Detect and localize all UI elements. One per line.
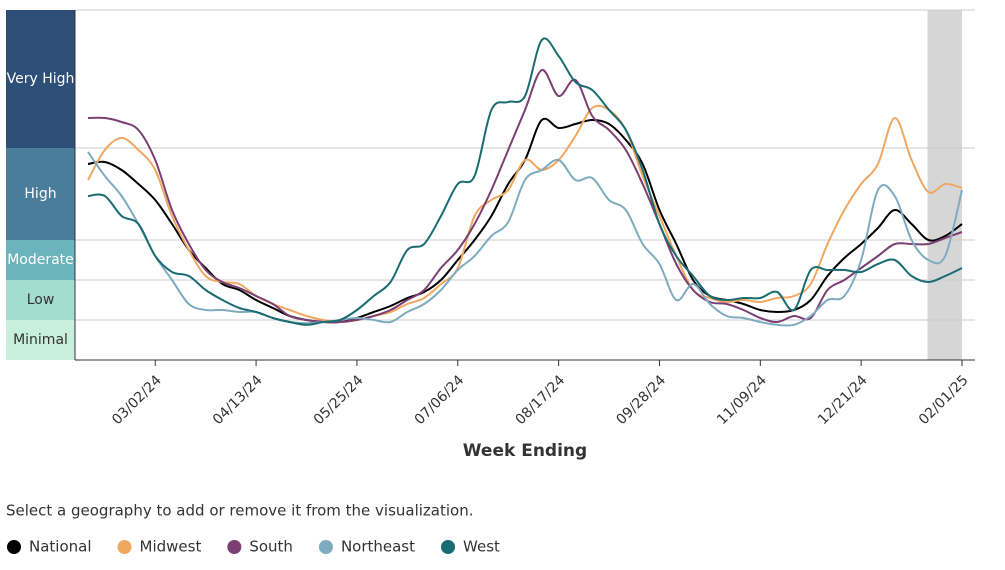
level-label: Minimal — [13, 332, 68, 348]
level-label: High — [24, 186, 56, 202]
series-line — [87, 37, 963, 326]
legend-item[interactable]: West — [441, 538, 500, 556]
x-tick-label: 12/21/24 — [815, 372, 871, 428]
x-tick-label: 04/13/24 — [210, 372, 266, 428]
level-band — [6, 240, 75, 280]
x-tick-label: 11/09/24 — [714, 372, 770, 428]
legend-swatch — [441, 540, 456, 554]
x-tick-label: 03/02/24 — [109, 372, 165, 428]
series-line — [87, 151, 963, 327]
level-label: Moderate — [7, 252, 74, 268]
x-tick-label: 02/01/25 — [916, 372, 972, 428]
x-tick-label: 08/17/24 — [512, 372, 568, 428]
legend-swatch — [117, 540, 132, 554]
legend-item[interactable]: Midwest — [117, 538, 202, 556]
level-band — [6, 148, 75, 240]
level-label: Very High — [7, 71, 75, 87]
prompt: Select a geography to add or remove it f… — [6, 502, 474, 520]
legend-label: Midwest — [140, 538, 202, 556]
legend-swatch — [7, 540, 21, 554]
x-tick-label: 05/25/24 — [311, 372, 367, 428]
x-tick-label: 09/28/24 — [613, 372, 669, 428]
level-label: Low — [27, 292, 55, 308]
x-tick-label: 07/06/24 — [412, 372, 468, 428]
level-band — [6, 10, 75, 148]
legend-item[interactable]: South — [227, 538, 293, 556]
legend-label: South — [249, 538, 293, 556]
level-band — [6, 320, 75, 360]
legend-item[interactable]: Northeast — [318, 538, 415, 556]
legend-label: Northeast — [341, 538, 415, 556]
x-axis-label: Week Ending — [463, 441, 587, 461]
legend-swatch — [227, 540, 242, 554]
legend-swatch — [318, 540, 333, 554]
level-band — [6, 280, 75, 320]
legend-label: West — [463, 538, 500, 556]
legend-label: National — [29, 538, 92, 556]
series-line — [87, 69, 963, 324]
legend-item[interactable]: National — [7, 538, 92, 556]
series-line — [87, 104, 963, 324]
series-line — [87, 117, 963, 324]
